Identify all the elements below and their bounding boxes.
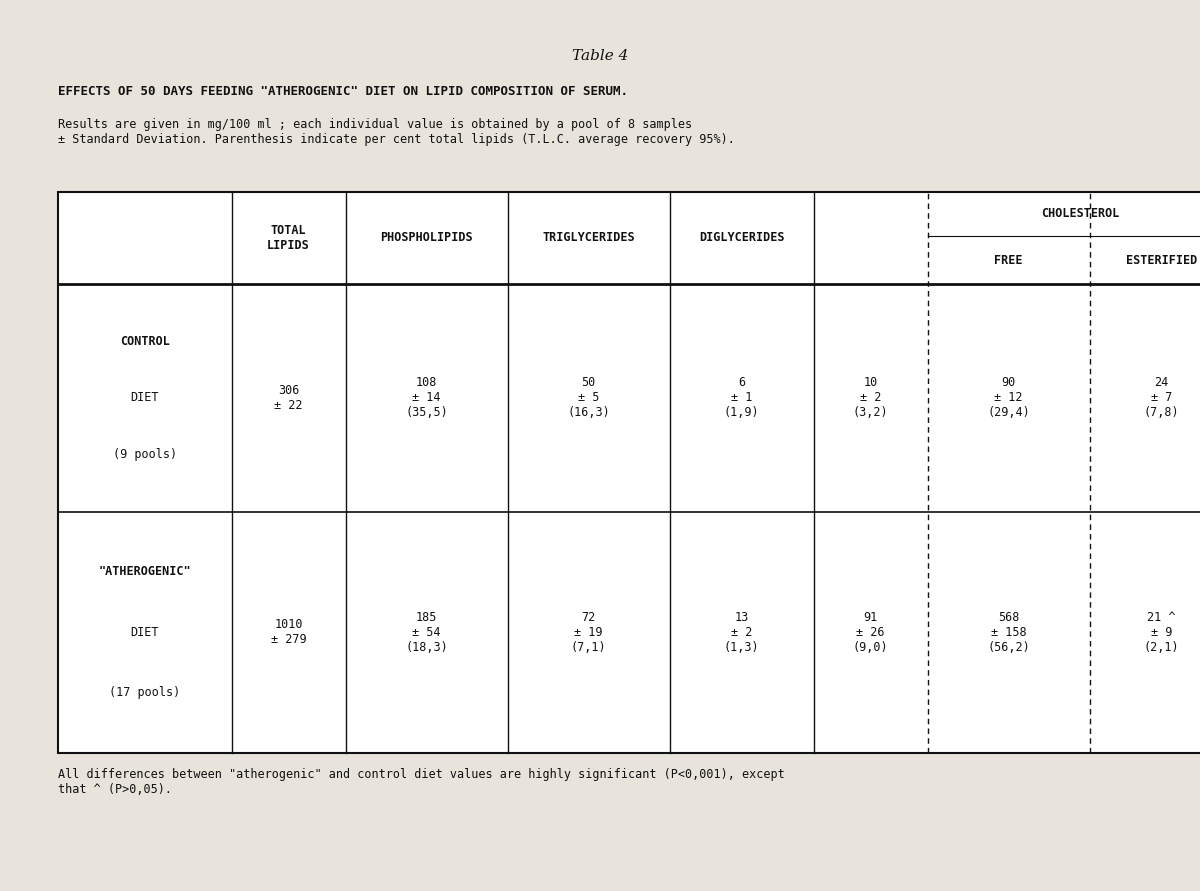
Text: (9 pools): (9 pools) bbox=[113, 448, 176, 462]
Text: 1010
± 279: 1010 ± 279 bbox=[271, 618, 306, 646]
Text: 108
± 14
(35,5): 108 ± 14 (35,5) bbox=[406, 376, 448, 420]
Text: 72
± 19
(7,1): 72 ± 19 (7,1) bbox=[571, 610, 606, 654]
Text: 10
± 2
(3,2): 10 ± 2 (3,2) bbox=[853, 376, 888, 420]
Text: Table 4: Table 4 bbox=[572, 49, 628, 63]
Text: 185
± 54
(18,3): 185 ± 54 (18,3) bbox=[406, 610, 448, 654]
Text: CHOLESTEROL: CHOLESTEROL bbox=[1042, 208, 1120, 220]
Text: EFFECTS OF 50 DAYS FEEDING "ATHEROGENIC" DIET ON LIPID COMPOSITION OF SERUM.: EFFECTS OF 50 DAYS FEEDING "ATHEROGENIC"… bbox=[58, 85, 628, 98]
Text: ESTERIFIED: ESTERIFIED bbox=[1126, 254, 1198, 266]
Text: All differences between "atherogenic" and control diet values are highly signifi: All differences between "atherogenic" an… bbox=[58, 768, 785, 796]
Text: 24
± 7
(7,8): 24 ± 7 (7,8) bbox=[1144, 376, 1180, 420]
Text: 91
± 26
(9,0): 91 ± 26 (9,0) bbox=[853, 610, 888, 654]
Text: TRIGLYCERIDES: TRIGLYCERIDES bbox=[542, 232, 635, 244]
Text: FREE: FREE bbox=[995, 254, 1022, 266]
Text: TOTAL
LIPIDS: TOTAL LIPIDS bbox=[268, 224, 310, 252]
Text: (17 pools): (17 pools) bbox=[109, 686, 180, 699]
Text: 306
± 22: 306 ± 22 bbox=[275, 384, 302, 412]
Text: 21 ^
± 9
(2,1): 21 ^ ± 9 (2,1) bbox=[1144, 610, 1180, 654]
Text: Results are given in mg/100 ml ; each individual value is obtained by a pool of : Results are given in mg/100 ml ; each in… bbox=[58, 118, 734, 145]
Text: PHOSPHOLIPIDS: PHOSPHOLIPIDS bbox=[380, 232, 473, 244]
Text: 13
± 2
(1,3): 13 ± 2 (1,3) bbox=[724, 610, 760, 654]
Text: CONTROL: CONTROL bbox=[120, 334, 169, 347]
Text: DIGLYCERIDES: DIGLYCERIDES bbox=[698, 232, 785, 244]
Text: DIET: DIET bbox=[131, 625, 158, 639]
Text: DIET: DIET bbox=[131, 391, 158, 405]
Text: 50
± 5
(16,3): 50 ± 5 (16,3) bbox=[568, 376, 610, 420]
Text: 90
± 12
(29,4): 90 ± 12 (29,4) bbox=[988, 376, 1030, 420]
Text: 568
± 158
(56,2): 568 ± 158 (56,2) bbox=[988, 610, 1030, 654]
Text: 6
± 1
(1,9): 6 ± 1 (1,9) bbox=[724, 376, 760, 420]
Text: "ATHEROGENIC": "ATHEROGENIC" bbox=[98, 566, 191, 578]
